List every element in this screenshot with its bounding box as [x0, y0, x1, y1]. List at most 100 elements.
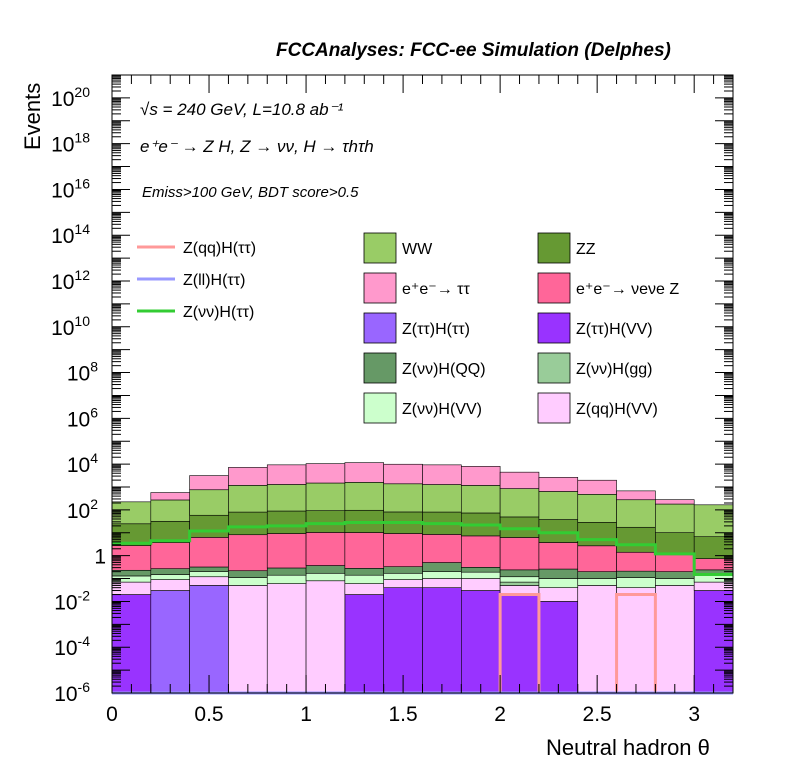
annotation-process: e⁺e⁻ → Z H, Z → νν, H → τhτh	[140, 137, 374, 156]
legend-label-z-h: Z(νν)H(ττ)	[183, 304, 254, 321]
bar-e-e-e-e-z-bin-2	[189, 537, 229, 568]
legend-box-zz	[537, 232, 571, 264]
bar-e-e-e-e-z-bin-7	[383, 533, 423, 567]
legend-label-z-qq-h: Z(qq)H(ττ)	[183, 240, 256, 257]
y-tick-label: 106	[67, 404, 98, 431]
bar-ww-bin-3	[228, 485, 268, 513]
bar-z-h-gg-bin-10	[499, 581, 540, 586]
bar-z-qq-h-vv-bin-6	[344, 583, 384, 595]
legend-label-z-h-vv: Z(νν)H(VV)	[402, 401, 482, 418]
x-tick-label: 0.5	[194, 703, 223, 726]
legend-label-e-e-e-e-z: e⁺e⁻→ νeνe Z	[576, 281, 679, 298]
legend-box-ww	[363, 232, 397, 264]
legend-label-e-e: e⁺e⁻→ ττ	[402, 281, 470, 298]
bar-z-h-qq-bin-11	[538, 568, 579, 579]
legend-box-z-h-vv	[537, 312, 571, 344]
bar-e-e-bin-10	[499, 471, 540, 489]
bar-zz-bin-11	[538, 519, 579, 543]
bar-z-h-vv-bin-11	[538, 578, 579, 588]
bar-e-e-e-e-z-bin-10	[499, 537, 540, 571]
bar-z-h-vv-bin-10	[499, 594, 540, 694]
line-z-h	[112, 521, 733, 577]
bar-e-e-bin-4	[266, 464, 307, 485]
y-tick-label: 1014	[51, 221, 90, 248]
legend-label-z-h-qq: Z(νν)H(QQ)	[402, 361, 486, 378]
bar-ww-bin-2	[189, 489, 229, 516]
bar-z-h-qq-bin-1	[150, 568, 190, 575]
bar-ww-bin-6	[344, 482, 384, 511]
y-tick-label: 104	[67, 450, 98, 477]
bar-zz-bin-13	[616, 526, 656, 553]
bar-z-h-vv-bin-12	[577, 578, 617, 586]
legend-box-e-e	[363, 272, 397, 304]
bar-z-h-qq-bin-4	[266, 567, 307, 576]
bar-z-qq-h-vv-bin-14	[655, 585, 695, 694]
bar-e-e-e-e-z-bin-9	[461, 535, 501, 568]
bar-e-e-bin-9	[461, 466, 501, 486]
y-tick-label: 102	[67, 496, 98, 523]
bar-z-h-vv-bin-2	[189, 571, 229, 578]
bar-z-h-vv-bin-13	[616, 577, 656, 588]
bar-z-h-vv-bin-1	[150, 574, 190, 580]
y-tick-label: 1020	[51, 84, 90, 111]
y-tick-label: 1012	[51, 267, 90, 294]
bar-e-e-e-e-z-bin-1	[150, 542, 190, 569]
bar-e-e-bin-8	[422, 464, 462, 485]
bar-z-h-qq-bin-0	[111, 569, 152, 577]
y-tick-label: 1018	[51, 130, 90, 157]
bar-e-e-bin-5	[305, 463, 346, 484]
bar-zz-bin-4	[266, 510, 307, 534]
bar-z-h-vv-bin-8	[422, 571, 462, 579]
bar-e-e-e-e-z-bin-6	[344, 532, 384, 569]
bar-z-h-vv-bin-5	[305, 572, 346, 582]
bar-z-qq-h-vv-bin-13	[616, 587, 656, 694]
y-tick-label: 1010	[51, 313, 90, 340]
bar-zz-bin-5	[305, 510, 346, 533]
bar-ww-bin-5	[305, 482, 346, 511]
legend-label-z-h: Z(ττ)H(ττ)	[402, 321, 470, 338]
bar-ww-bin-4	[266, 484, 307, 512]
bar-z-h-vv-bin-8	[422, 587, 462, 694]
annotation-energy-lumi: √s = 240 GeV, L=10.8 ab⁻¹	[140, 100, 344, 119]
bar-z-h-qq-bin-8	[422, 562, 462, 572]
bar-e-e-e-e-z-bin-13	[616, 551, 656, 572]
legend-box-z-qq-h-vv	[537, 392, 571, 424]
legend-label-z-h-gg: Z(νν)H(gg)	[576, 361, 652, 378]
bar-z-h-qq-bin-7	[383, 566, 423, 574]
bar-z-h-vv-bin-3	[228, 577, 268, 586]
bar-z-qq-h-vv-bin-3	[228, 585, 268, 694]
bar-z-qq-h-vv-bin-4	[266, 583, 307, 694]
bar-ww-bin-14	[655, 503, 695, 533]
legend-box-z-h-gg	[537, 352, 571, 384]
bar-ww-bin-10	[499, 488, 540, 518]
legend-label-z-h-vv: Z(ττ)H(VV)	[576, 321, 653, 338]
y-tick-label: 1016	[51, 175, 90, 202]
bar-z-h-vv-bin-15	[693, 590, 734, 694]
bar-e-e-e-e-z-bin-11	[538, 542, 579, 570]
plot-header-title: FCCAnalyses: FCC-ee Simulation (Delphes)	[276, 40, 671, 61]
bar-e-e-e-e-z-bin-4	[266, 533, 307, 569]
bar-e-e-e-e-z-bin-5	[305, 532, 346, 566]
bar-ww-bin-12	[577, 494, 617, 523]
bar-ww-bin-0	[111, 501, 152, 525]
bar-e-e-bin-6	[344, 462, 384, 483]
bar-e-e-bin-3	[228, 467, 268, 486]
bar-z-h-vv-bin-9	[461, 571, 501, 579]
y-tick-label: 1	[94, 546, 106, 569]
bar-z-qq-h-vv-bin-7	[383, 579, 423, 588]
bar-e-e-e-e-z-bin-3	[228, 534, 268, 572]
bar-z-h-qq-bin-10	[499, 569, 540, 578]
bar-e-e-bin-2	[189, 475, 229, 491]
bar-ww-bin-8	[422, 484, 462, 513]
bar-z-h-vv-bin-10	[499, 576, 540, 583]
legend-label-ww: WW	[402, 241, 433, 258]
bar-z-h-qq-bin-6	[344, 568, 384, 576]
y-tick-label: 108	[67, 359, 98, 386]
legend-label-z-qq-h-vv: Z(qq)H(VV)	[576, 401, 658, 418]
bar-z-h-vv-bin-14	[655, 578, 695, 586]
bar-z-qq-h-vv-bin-5	[305, 580, 346, 694]
bar-ww-bin-9	[461, 485, 501, 514]
bar-e-e-e-e-z-bin-14	[655, 554, 695, 572]
bar-z-h-vv-bin-4	[266, 574, 307, 584]
